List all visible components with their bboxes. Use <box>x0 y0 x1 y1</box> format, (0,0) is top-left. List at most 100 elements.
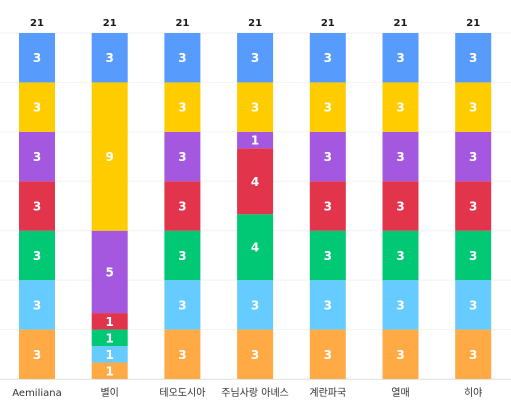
bar-segment[interactable] <box>19 181 55 231</box>
bar-segment[interactable] <box>382 82 419 132</box>
segment-value-label: 3 <box>324 150 332 164</box>
bar-segment[interactable] <box>237 214 274 281</box>
segment-value-label: 3 <box>33 200 41 214</box>
segment-value-label: 3 <box>324 249 332 263</box>
segment-value-label: 1 <box>106 331 114 345</box>
bar-segment[interactable] <box>91 33 128 83</box>
bar-segment[interactable] <box>19 82 55 132</box>
segment-value-label: 3 <box>178 298 186 312</box>
segment-value-label: 3 <box>396 150 404 164</box>
segment-value-label: 3 <box>106 51 114 65</box>
bar-segment[interactable] <box>91 82 128 231</box>
bar-segment[interactable] <box>382 329 419 379</box>
bar-segment[interactable] <box>309 82 346 132</box>
segment-value-label: 3 <box>396 348 404 362</box>
bar-segment[interactable] <box>455 230 492 281</box>
bar-segment[interactable] <box>237 131 274 149</box>
bar-segment[interactable] <box>164 230 201 281</box>
bar-segment[interactable] <box>309 230 346 281</box>
x-tick-label: 테오도시아 <box>159 387 205 399</box>
bar-segment[interactable] <box>455 131 492 182</box>
bar-segment[interactable] <box>237 280 274 330</box>
bar-segment[interactable] <box>19 280 55 330</box>
bar-stack: 3 3 3 3 3 3 3 <box>19 33 55 379</box>
bar-segment[interactable] <box>237 148 274 215</box>
bar-segment[interactable] <box>237 82 274 132</box>
bar-segment[interactable] <box>382 181 419 231</box>
bar-stack: 3 3 4 4 1 3 3 <box>237 33 274 379</box>
total-value-label: 21 <box>248 18 262 29</box>
segment-value-label: 3 <box>469 200 477 214</box>
segment-value-label: 9 <box>106 150 114 164</box>
segment-value-label: 3 <box>396 298 404 312</box>
bar-segment[interactable] <box>19 131 55 182</box>
bar-stack: 3 3 3 3 3 3 3 <box>309 33 346 379</box>
bar-segment[interactable] <box>309 33 346 83</box>
bar-segment[interactable] <box>19 33 55 83</box>
segment-value-label: 3 <box>33 51 41 65</box>
segment-value-label: 3 <box>324 348 332 362</box>
segment-value-label: 3 <box>178 348 186 362</box>
bar-segment[interactable] <box>91 230 128 314</box>
x-tick-label: 열매 <box>391 387 409 399</box>
bar-segment[interactable] <box>309 181 346 231</box>
bar-segment[interactable] <box>19 329 55 379</box>
segment-value-label: 3 <box>178 101 186 115</box>
bar-segment[interactable] <box>309 329 346 379</box>
total-value-label: 21 <box>466 18 480 29</box>
bar-segment[interactable] <box>455 33 492 83</box>
segment-value-label: 3 <box>469 51 477 65</box>
bar-segment[interactable] <box>309 280 346 330</box>
segment-value-label: 3 <box>178 150 186 164</box>
segment-value-label: 1 <box>251 134 259 148</box>
bar-segment[interactable] <box>237 329 274 379</box>
x-tick-label: 주님사랑 아녜스 <box>221 387 289 399</box>
segment-value-label: 3 <box>251 298 259 312</box>
segment-value-label: 3 <box>33 150 41 164</box>
total-value-label: 21 <box>175 18 189 29</box>
bar-segment[interactable] <box>382 131 419 182</box>
x-tick-label: Aemiliana <box>12 388 62 399</box>
bar-segment[interactable] <box>164 33 201 83</box>
segment-value-label: 3 <box>33 249 41 263</box>
bar-segment[interactable] <box>237 33 274 83</box>
bar-stacks: 3333333111159333333333344133333333333333… <box>19 33 492 379</box>
bar-segment[interactable] <box>382 33 419 83</box>
bar-segment[interactable] <box>382 280 419 330</box>
x-tick-labels: Aemiliana 별이 테오도시아 주님사랑 아녜스 계란파국 열매 히야 <box>12 387 482 399</box>
total-value-label: 21 <box>321 18 335 29</box>
bar-segment[interactable] <box>91 346 128 363</box>
segment-value-label: 3 <box>324 200 332 214</box>
bar-segment[interactable] <box>164 329 201 379</box>
segment-value-label: 3 <box>396 101 404 115</box>
bar-segment[interactable] <box>309 131 346 182</box>
bar-segment[interactable] <box>19 230 55 281</box>
bar-segment[interactable] <box>164 181 201 231</box>
segment-value-label: 4 <box>251 175 259 189</box>
total-value-label: 21 <box>394 18 408 29</box>
segment-value-label: 5 <box>106 265 114 279</box>
segment-value-label: 3 <box>178 249 186 263</box>
segment-value-label: 3 <box>396 51 404 65</box>
x-tick-label: 별이 <box>100 387 118 399</box>
segment-value-label: 3 <box>33 298 41 312</box>
segment-value-label: 3 <box>178 200 186 214</box>
x-tick-label: 히야 <box>464 387 482 399</box>
bar-segment[interactable] <box>91 362 128 379</box>
segment-value-label: 3 <box>178 51 186 65</box>
bar-segment[interactable] <box>164 280 201 330</box>
bar-segment[interactable] <box>91 329 128 347</box>
bar-segment[interactable] <box>164 131 201 182</box>
segment-value-label: 3 <box>469 298 477 312</box>
total-value-label: 21 <box>30 18 44 29</box>
bar-segment[interactable] <box>455 82 492 132</box>
segment-value-label: 3 <box>396 200 404 214</box>
bar-segment[interactable] <box>455 181 492 231</box>
bar-segment[interactable] <box>382 230 419 281</box>
bar-segment[interactable] <box>91 313 128 330</box>
bar-segment[interactable] <box>164 82 201 132</box>
bar-segment[interactable] <box>455 329 492 379</box>
bar-segment[interactable] <box>455 280 492 330</box>
